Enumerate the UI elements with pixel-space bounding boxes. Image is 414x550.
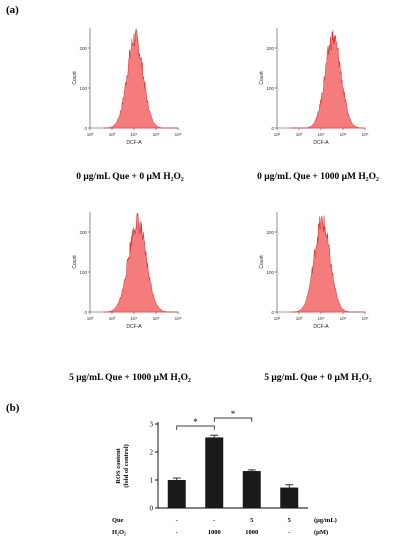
histogram-3: 0 100 200 10² 10³ 10⁴ 10⁵ 10⁶ DCF-A Count: [72, 212, 182, 330]
row-unit: (μg/mL): [314, 517, 337, 524]
x-tick-label: 10³: [296, 316, 303, 321]
panel-a-label: (a): [6, 4, 19, 16]
y-tick-label: 200: [266, 46, 274, 51]
row-label: Que: [112, 517, 124, 524]
x-tick-label: 10⁵: [153, 316, 160, 321]
x-tick-label: 10²: [274, 316, 281, 321]
y-tick-label: 0: [271, 126, 274, 131]
histogram-4-caption: 5 μg/mL Que + 0 μM H₂O₂: [264, 373, 372, 383]
histogram-3-caption: 5 μg/mL Que + 1000 μM H₂O₂: [69, 373, 191, 383]
row-value: 5: [288, 517, 292, 524]
significance-bracket: [213, 417, 253, 422]
y-axis-label: Count: [72, 255, 78, 269]
x-tick-label: 10⁴: [131, 316, 138, 321]
x-tick-label: 10²: [274, 132, 281, 137]
row-value: -: [288, 529, 290, 536]
x-tick-label: 10⁶: [175, 316, 182, 321]
significance-star: *: [193, 417, 198, 427]
x-axis-label: DCF-A: [126, 140, 142, 146]
bar-1: [167, 480, 186, 508]
y-tick-label: 3: [150, 421, 154, 429]
histogram-area: [103, 213, 178, 313]
histogram-area: [103, 28, 178, 129]
row-value: 5: [250, 517, 254, 524]
row-unit: (μM): [314, 529, 328, 536]
y-tick-label: 200: [79, 46, 87, 51]
y-tick-label: 2: [150, 449, 154, 457]
histogram-area: [290, 30, 365, 129]
histogram-2-caption: 0 μg/mL Que + 1000 μM H₂O₂: [257, 172, 379, 182]
significance-bracket: [176, 425, 215, 430]
y-tick-label: 100: [79, 270, 87, 275]
x-tick-label: 10⁴: [318, 316, 325, 321]
y-tick-label: 0: [84, 310, 87, 315]
x-tick-label: 10⁶: [362, 132, 369, 137]
x-axis-label: DCF-A: [126, 324, 142, 330]
y-axis-label-line1: ROS content: [115, 447, 122, 483]
y-tick-label: 100: [266, 270, 274, 275]
y-axis-label: Count: [259, 71, 265, 85]
histogram-1: 0 100 200 10² 10³ 10⁴ 10⁵ 10⁶ DCF-A Count: [72, 28, 182, 146]
x-tick-label: 10³: [109, 316, 116, 321]
x-tick-label: 10³: [109, 132, 116, 137]
bar-3: [242, 471, 261, 508]
x-tick-label: 10⁴: [131, 132, 138, 137]
y-axis-label: Count: [259, 255, 265, 269]
x-tick-label: 10⁶: [175, 132, 182, 137]
x-axis-label: DCF-A: [313, 140, 329, 146]
y-axis-label: Count: [72, 71, 78, 85]
y-tick-label: 0: [271, 310, 274, 315]
histogram-area: [290, 215, 365, 313]
bar-4: [280, 487, 299, 508]
panel-b-label: (b): [6, 402, 20, 414]
y-tick-label: 100: [79, 86, 87, 91]
y-axis-label-line2: (fold of control): [123, 444, 130, 488]
x-tick-label: 10²: [87, 132, 94, 137]
y-tick-label: 0: [84, 126, 87, 131]
x-tick-label: 10⁵: [340, 132, 347, 137]
x-tick-label: 10⁵: [340, 316, 347, 321]
x-tick-label: 10⁴: [318, 132, 325, 137]
y-tick-label: 200: [79, 230, 87, 235]
histogram-1-caption: 0 μg/mL Que + 0 μM H₂O₂: [76, 172, 184, 182]
row-value: -: [213, 517, 215, 524]
y-tick-label: 1: [150, 477, 154, 485]
row-value: -: [176, 517, 178, 524]
x-axis-label: DCF-A: [313, 324, 329, 330]
x-tick-label: 10⁵: [153, 132, 160, 137]
histogram-4: 0 100 200 10² 10³ 10⁴ 10⁵ 10⁶ DCF-A Count: [259, 212, 369, 330]
histogram-2: 0 100 200 10² 10³ 10⁴ 10⁵ 10⁶ DCF-A Count: [259, 28, 369, 146]
row-label: H₂O₂: [112, 529, 126, 536]
row-value: -: [176, 529, 178, 536]
row-value: 1000: [245, 529, 258, 536]
ros-bar-chart: 0 1 2 3 ROS content (fold of control) * * Que - - 5…: [112, 410, 337, 536]
row-value: 1000: [208, 529, 221, 536]
x-tick-label: 10⁶: [362, 316, 369, 321]
y-tick-label: 100: [266, 86, 274, 91]
y-tick-label: 200: [266, 230, 274, 235]
x-tick-label: 10²: [87, 316, 94, 321]
x-tick-label: 10³: [296, 132, 303, 137]
y-tick-label: 0: [150, 505, 154, 513]
bar-2: [205, 437, 224, 508]
significance-star: *: [231, 410, 236, 419]
